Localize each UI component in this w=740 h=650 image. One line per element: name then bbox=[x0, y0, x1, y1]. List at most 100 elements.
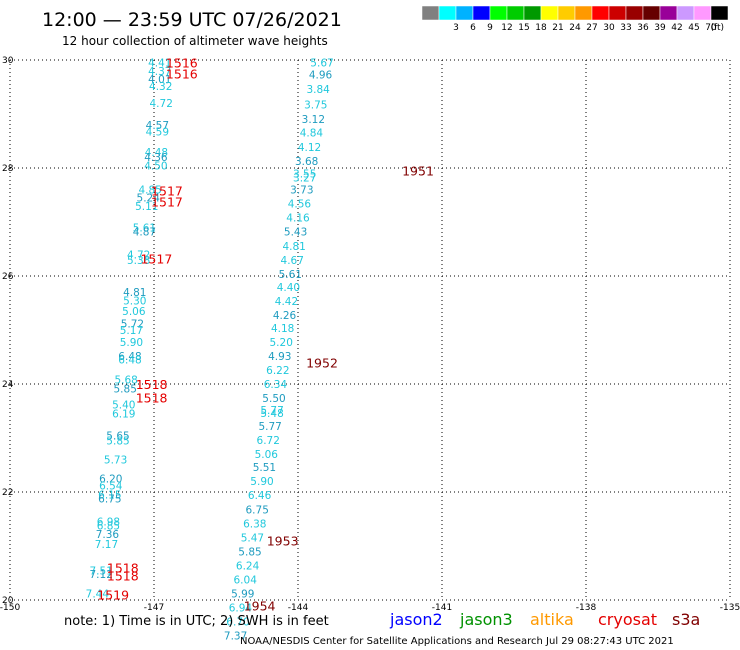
wave-height-label: 6.75 bbox=[98, 493, 121, 505]
legend-label: 24 bbox=[569, 23, 581, 33]
wave-height-label: 5.40 bbox=[112, 400, 135, 412]
wave-height-label: 4.12 bbox=[298, 142, 321, 154]
legend-label: 33 bbox=[620, 23, 631, 33]
y-tick-label: 24 bbox=[2, 380, 14, 390]
wave-height-label: 5.85 bbox=[106, 436, 129, 448]
wave-height-label: 6.98 bbox=[97, 517, 120, 529]
wave-height-label: 7.36 bbox=[96, 529, 120, 541]
legend-swatch bbox=[574, 5, 593, 21]
legend-swatch bbox=[676, 5, 695, 21]
satellite-name-altika: altika bbox=[530, 610, 574, 629]
wave-height-label: 5.43 bbox=[284, 227, 307, 239]
legend-swatch bbox=[523, 5, 542, 21]
legend-label: 42 bbox=[671, 23, 682, 33]
wave-height-label: 4.67 bbox=[281, 255, 304, 267]
wave-height-label: 6.19 bbox=[112, 409, 135, 421]
satellite-name-jason2: jason2 bbox=[389, 610, 443, 629]
wave-height-label: 7.44 bbox=[86, 589, 110, 601]
legend-swatch bbox=[455, 5, 474, 21]
x-tick-label: -144 bbox=[288, 603, 309, 613]
satellite-name-jason3: jason3 bbox=[459, 610, 513, 629]
legend-swatch bbox=[421, 5, 440, 21]
legend-swatch bbox=[489, 5, 508, 21]
legend-label: 36 bbox=[637, 23, 649, 33]
pass-time-label: 1516 bbox=[166, 56, 198, 71]
wave-height-label: 7.37 bbox=[224, 631, 247, 643]
wave-height-label: 5.85 bbox=[238, 546, 261, 558]
wave-height-label: 3.73 bbox=[290, 185, 313, 197]
satellite-legend: jason2 jason3 altika cryosat s3a bbox=[389, 610, 700, 629]
wave-height-label: 4.26 bbox=[273, 310, 297, 322]
legend-swatch bbox=[540, 5, 559, 21]
wave-height-label: 6.70 bbox=[226, 617, 249, 629]
wave-height-label: 5.48 bbox=[260, 408, 283, 420]
legend-label: 9 bbox=[487, 23, 493, 33]
plot-grid bbox=[9, 59, 731, 601]
wave-height-label: 3.75 bbox=[304, 99, 327, 111]
legend-label: 70 bbox=[705, 23, 717, 33]
legend-label: 30 bbox=[603, 23, 615, 33]
y-tick-label: 20 bbox=[2, 596, 14, 606]
pass-time-label: 1518 bbox=[107, 561, 139, 576]
wave-height-label: 5.17 bbox=[120, 325, 143, 337]
legend-swatch bbox=[625, 5, 644, 21]
wave-height-label: 6.48 bbox=[118, 351, 141, 363]
wave-height-label: 4.36 bbox=[144, 152, 168, 164]
x-tick-label: -135 bbox=[720, 603, 740, 613]
legend-label: 6 bbox=[470, 23, 476, 33]
x-axis-ticks: -150 -147 -144 -141 -138 -135 bbox=[0, 603, 740, 613]
wave-height-label: 4.85 bbox=[138, 185, 161, 197]
legend-label: 18 bbox=[535, 23, 547, 33]
wave-height-label: 6.22 bbox=[266, 365, 289, 377]
pass-time-label: 1518 bbox=[136, 391, 168, 406]
legend-label: 39 bbox=[654, 23, 666, 33]
wave-height-label: 4.37 bbox=[148, 66, 171, 78]
wave-height-label: 4.81 bbox=[123, 287, 146, 299]
wave-height-labels: 4.414.374.014.32 4.72 4.574.59 4.484.364.50… bbox=[86, 58, 334, 643]
wave-height-label: 3.84 bbox=[306, 84, 330, 96]
legend-swatch bbox=[472, 5, 491, 21]
wave-height-label: 4.72 bbox=[127, 249, 150, 261]
legend-swatch bbox=[659, 5, 678, 21]
legend-swatch bbox=[710, 5, 729, 21]
wave-height-label: 6.46 bbox=[248, 490, 272, 502]
wave-height-label: 4.50 bbox=[144, 160, 167, 172]
wave-height-label: 5.47 bbox=[241, 532, 264, 544]
legend-swatch bbox=[591, 5, 610, 21]
wave-height-label: 4.01 bbox=[148, 74, 171, 86]
pass-time-labels: 1516151619511517151715171952151815181953… bbox=[97, 56, 434, 614]
wave-height-label: 6.75 bbox=[246, 504, 269, 516]
x-tick-label: -150 bbox=[0, 603, 20, 613]
wave-height-label: 4.59 bbox=[146, 126, 169, 138]
pass-time-label: 1516 bbox=[166, 67, 198, 82]
wave-height-label: 5.65 bbox=[106, 430, 129, 442]
wave-height-label: 5.77 bbox=[258, 421, 281, 433]
wave-height-label: 4.32 bbox=[149, 81, 172, 93]
legend-label: 3 bbox=[453, 23, 459, 33]
wave-height-label: 6.34 bbox=[264, 379, 288, 391]
wave-height-label: 5.51 bbox=[253, 462, 276, 474]
y-tick-label: 28 bbox=[2, 164, 14, 174]
pass-time-label: 1518 bbox=[107, 569, 139, 584]
legend-swatch bbox=[608, 5, 627, 21]
chart-title: 12:00 — 23:59 UTC 07/26/2021 bbox=[42, 9, 342, 31]
pass-time-label: 1517 bbox=[140, 252, 172, 267]
chart-note: note: 1) Time is in UTC; 2) SWH is in fe… bbox=[64, 614, 329, 629]
x-tick-label: -138 bbox=[576, 603, 597, 613]
legend-unit: (ft) bbox=[710, 23, 724, 33]
wave-height-label: 3.55 bbox=[293, 168, 316, 180]
wave-height-label: 4.57 bbox=[146, 120, 169, 132]
wave-height-label: 5.24 bbox=[137, 193, 161, 205]
pass-time-label: 1518 bbox=[136, 377, 168, 392]
legend-label: 15 bbox=[518, 23, 529, 33]
wave-height-label: 6.20 bbox=[99, 474, 122, 486]
wave-height-label: 5.38 bbox=[127, 255, 150, 267]
wave-height-label: 5.06 bbox=[122, 306, 146, 318]
chart-footer: NOAA/NESDIS Center for Satellite Applica… bbox=[240, 636, 674, 647]
legend-label: 27 bbox=[586, 23, 597, 33]
wave-height-label: 5.73 bbox=[104, 455, 127, 467]
legend-swatch bbox=[642, 5, 661, 21]
pass-time-label: 1951 bbox=[402, 164, 434, 179]
legend-swatch bbox=[693, 5, 712, 21]
